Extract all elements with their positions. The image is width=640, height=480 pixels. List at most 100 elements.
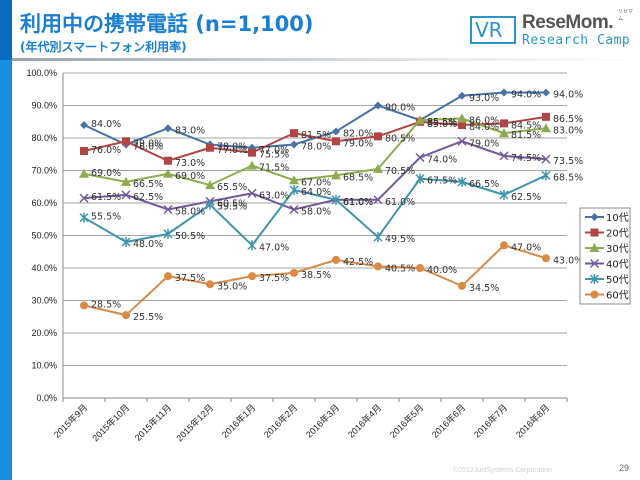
- y-tick-label: 90.0%: [31, 101, 57, 111]
- data-label: 83.0%: [553, 125, 583, 136]
- logo-brand-text: ReseMom.: [522, 12, 614, 33]
- y-tick-label: 40.0%: [31, 263, 57, 273]
- legend-item: 50代: [585, 274, 629, 286]
- data-label: 67.0%: [301, 177, 331, 188]
- x-tick-label: 2015年9月: [51, 402, 89, 440]
- data-label: 81.5%: [511, 130, 541, 141]
- page-number: 29: [619, 463, 630, 473]
- data-point-marker: [80, 147, 88, 155]
- legend-marker: [589, 243, 600, 252]
- data-point-marker: [80, 301, 88, 310]
- legend-item: 40代: [585, 259, 629, 271]
- data-point-marker: [458, 281, 466, 290]
- data-point-marker: [205, 199, 215, 210]
- logo-sub-text: Research Camp: [522, 33, 631, 48]
- legend-marker: [590, 290, 599, 299]
- data-point-marker: [121, 190, 131, 200]
- chart-data-labels: 84.0%78.0%83.0%78.0% 77.0% 78.0%82.0%90.0%…: [91, 90, 583, 324]
- data-point-marker: [80, 121, 88, 129]
- data-label: 76.0%: [91, 145, 121, 156]
- data-point-marker: [290, 140, 298, 149]
- x-tick-label: 2016年4月: [345, 402, 383, 440]
- data-point-marker: [542, 88, 550, 97]
- data-label: 42.5%: [343, 257, 373, 268]
- data-label: 85.5%: [427, 117, 457, 128]
- data-label: 61.0%: [343, 197, 373, 208]
- data-label: 58.0%: [175, 207, 205, 218]
- data-label: 66.5%: [133, 179, 163, 190]
- legend-item: 20代: [585, 228, 629, 240]
- series-line: [83, 174, 547, 247]
- series-3: [79, 113, 551, 190]
- data-label: 34.5%: [469, 283, 499, 294]
- data-point-marker: [416, 264, 424, 272]
- data-point-marker: [332, 127, 340, 136]
- data-point-marker: [499, 151, 509, 161]
- data-point-marker: [457, 176, 467, 187]
- data-label: 59.5%: [217, 202, 247, 213]
- vr-logo-icon: VR: [470, 16, 516, 44]
- legend-marker: [589, 258, 600, 269]
- logo-ruby-text: リセマム: [618, 9, 634, 22]
- data-label: 37.5%: [259, 273, 289, 284]
- x-tick-label: 2015年12月: [174, 402, 216, 444]
- y-tick-label: 50.0%: [31, 231, 57, 241]
- data-label: 69.0%: [91, 168, 121, 179]
- data-label: 82.0%: [343, 129, 373, 140]
- data-label: 47.0%: [259, 242, 289, 253]
- x-tick-label: 2016年7月: [471, 402, 509, 440]
- data-label: 60.5%: [217, 198, 247, 209]
- data-point-marker: [163, 228, 173, 239]
- data-point-marker: [289, 204, 299, 215]
- data-point-marker: [122, 137, 130, 146]
- data-label: 68.5%: [343, 172, 373, 183]
- x-tick-label: 2016年6月: [429, 402, 467, 440]
- data-label: 73.0%: [175, 158, 205, 169]
- data-point-marker: [332, 137, 340, 146]
- data-point-marker: [332, 255, 340, 264]
- data-point-marker: [163, 168, 173, 178]
- legend-marker: [590, 228, 599, 237]
- page-subtitle: (年代別スマートフォン利用率): [20, 40, 187, 54]
- y-axis-ticks: 0.0% 10.0% 20.0% 30.0% 40.0% 50.0% 60.0% 70.0% 8…: [26, 68, 57, 403]
- data-label: 55.5%: [91, 212, 121, 223]
- data-point-marker: [121, 176, 131, 186]
- data-label: 86.5%: [553, 114, 583, 125]
- data-point-marker: [247, 240, 257, 251]
- data-point-marker: [542, 112, 550, 121]
- data-label: 84.5%: [511, 120, 541, 131]
- data-label: 47.0%: [511, 242, 541, 253]
- x-axis-ticks: 2015年9月 2015年10月 2015年11月 2015年12月 2016年1月 20…: [51, 402, 551, 444]
- data-label: 62.5%: [511, 192, 541, 203]
- data-label: 78.0%: [301, 142, 331, 153]
- data-label: 78.0%: [133, 142, 163, 153]
- data-label: 77.0%: [217, 145, 247, 156]
- data-label: 78.0%: [217, 142, 247, 153]
- data-label: 49.5%: [385, 234, 415, 245]
- data-point-marker: [415, 115, 425, 125]
- data-point-marker: [500, 119, 508, 128]
- data-point-marker: [415, 173, 425, 184]
- data-point-marker: [206, 280, 214, 289]
- data-label: 94.0%: [511, 90, 541, 101]
- data-label: 69.0%: [175, 171, 205, 182]
- data-point-marker: [374, 101, 382, 110]
- data-label: 43.0%: [553, 255, 583, 266]
- legend-marker: [589, 274, 600, 284]
- data-point-marker: [164, 124, 172, 133]
- data-label: 81.5%: [301, 130, 331, 141]
- data-label: 73.5%: [553, 156, 583, 167]
- data-label: 94.0%: [553, 90, 583, 101]
- y-tick-label: 10.0%: [31, 361, 57, 371]
- data-label: 35.0%: [217, 281, 247, 292]
- legend-label: 40代: [606, 259, 629, 271]
- page-title: 利用中の携帯電話 (n=1,100): [20, 12, 314, 36]
- data-point-marker: [499, 128, 509, 138]
- data-label: 50.5%: [175, 231, 205, 242]
- data-label: 38.5%: [301, 270, 331, 281]
- accent-bar: [0, 0, 12, 480]
- data-label: 79.0%: [343, 138, 373, 149]
- data-label: 93.0%: [469, 93, 499, 104]
- data-point-marker: [289, 175, 299, 185]
- y-tick-label: 70.0%: [31, 166, 57, 176]
